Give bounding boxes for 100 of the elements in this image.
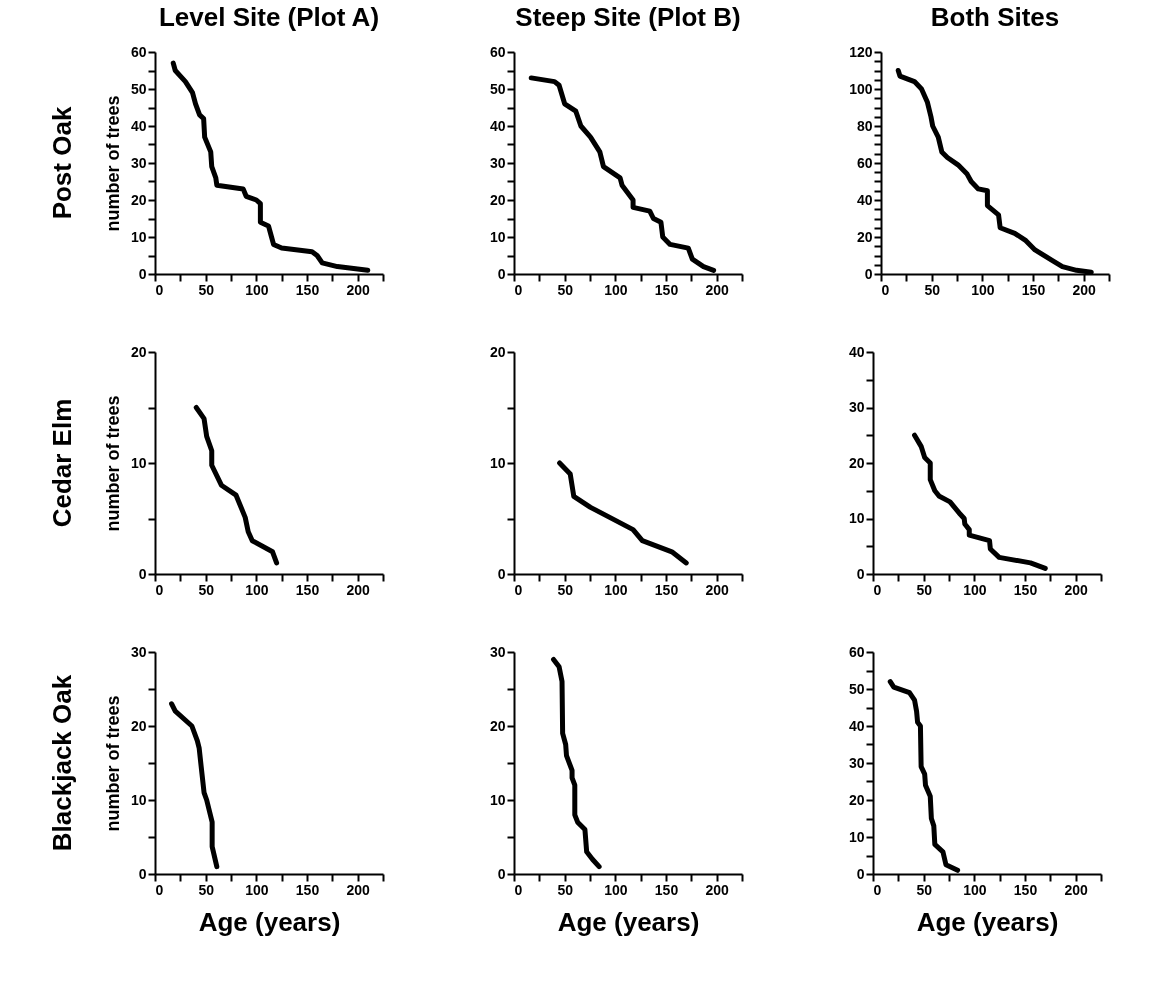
x-tick-label: 50 [916,581,933,598]
x-tick-label: 50 [916,881,933,898]
y-tick-label: 0 [138,865,147,882]
x-tick-label: 150 [1021,281,1046,298]
y-tick-label: 30 [848,754,865,771]
y-tick-label: 10 [489,454,506,471]
x-tick-label: 100 [963,581,987,598]
y-tick-label: 20 [489,717,506,734]
x-tick-label: 0 [514,281,523,298]
y-tick-label: 30 [130,154,147,171]
y-axis-title: number of trees [102,395,123,532]
x-tick-label: 200 [346,581,371,598]
x-tick-label: 200 [705,881,730,898]
x-tick-label: 200 [705,581,730,598]
y-tick-label: 50 [489,80,506,97]
x-tick-label: 0 [514,581,523,598]
x-tick-label: 0 [155,581,164,598]
y-tick-label: 40 [856,191,873,208]
y-tick-label: 0 [497,565,506,582]
x-tick-label: 0 [155,881,164,898]
x-tick-label: 150 [295,281,320,298]
y-tick-label: 0 [856,865,865,882]
x-tick-label: 100 [245,281,269,298]
x-tick-label: 200 [346,881,371,898]
x-tick-label: 100 [245,881,269,898]
x-tick-label: 50 [557,281,574,298]
y-tick-label: 50 [130,80,147,97]
y-tick-label: 10 [130,791,147,808]
y-tick-label: 30 [848,399,865,415]
y-tick-label: 0 [138,265,147,282]
x-tick-label: 50 [924,281,941,298]
x-tick-label: 100 [604,281,628,298]
y-tick-label: 20 [130,191,147,208]
x-tick-label: 100 [971,281,995,298]
y-tick-label: 0 [497,865,506,882]
chart-title: Level Site (Plot A) [158,2,380,32]
y-tick-label: 10 [489,228,506,245]
x-axis-title: Age (years) [557,906,700,937]
x-tick-label: 50 [198,881,215,898]
x-tick-label: 50 [557,581,574,598]
y-tick-label: 10 [130,228,147,245]
y-tick-label: 0 [497,265,506,282]
y-tick-label: 60 [489,43,506,60]
x-tick-label: 50 [557,881,574,898]
x-tick-label: 150 [654,881,679,898]
y-axis-title: number of trees [102,95,123,232]
x-tick-label: 150 [295,881,320,898]
x-tick-label: 150 [1013,581,1038,598]
x-tick-label: 200 [705,281,730,298]
x-tick-label: 200 [1064,881,1089,898]
x-tick-label: 150 [295,581,320,598]
y-tick-label: 20 [130,343,147,360]
text: Blackjack Oak [47,674,77,852]
y-tick-label: 50 [848,680,865,697]
y-tick-label: 0 [138,565,147,582]
y-tick-label: 60 [848,643,865,660]
y-tick-label: 40 [130,117,147,134]
x-tick-label: 200 [1072,281,1097,298]
x-tick-label: 200 [1064,581,1089,598]
y-tick-label: 100 [849,80,873,97]
y-tick-label: 20 [130,717,147,734]
x-tick-label: 0 [514,881,523,898]
x-tick-label: 50 [198,281,215,298]
y-tick-label: 40 [489,117,506,134]
y-tick-label: 20 [856,228,873,245]
chart-title: Steep Site (Plot B) [515,2,741,32]
x-tick-label: 150 [1013,881,1038,898]
x-tick-label: 100 [604,881,628,898]
text: Cedar Elm [47,398,77,528]
y-tick-label: 20 [489,191,506,208]
x-tick-label: 100 [604,581,628,598]
x-tick-label: 150 [654,281,679,298]
y-tick-label: 30 [489,643,506,660]
x-tick-label: 100 [245,581,269,598]
y-tick-label: 80 [856,117,873,134]
x-tick-label: 200 [346,281,371,298]
x-axis-title: Age (years) [198,906,341,937]
y-tick-label: 60 [856,154,873,171]
y-tick-label: 30 [130,643,147,660]
y-tick-label: 0 [864,265,873,282]
y-tick-label: 10 [489,791,506,808]
y-tick-label: 10 [848,828,865,845]
y-tick-label: 60 [130,43,147,60]
x-tick-label: 150 [654,581,679,598]
y-axis-title: number of trees [102,695,123,832]
y-tick-label: 20 [489,343,506,360]
x-tick-label: 0 [881,281,890,298]
chart-title: Both Sites [930,2,1060,32]
text: Post Oak [47,106,77,220]
y-tick-label: 40 [848,343,865,360]
y-tick-label: 0 [856,565,865,582]
y-tick-label: 10 [130,454,147,471]
y-tick-label: 120 [849,43,873,60]
y-tick-label: 40 [848,717,865,734]
x-tick-label: 100 [963,881,987,898]
x-axis-title: Age (years) [916,906,1059,937]
y-tick-label: 10 [848,510,865,526]
x-tick-label: 50 [198,581,215,598]
y-tick-label: 30 [489,154,506,171]
y-tick-label: 20 [848,791,865,808]
